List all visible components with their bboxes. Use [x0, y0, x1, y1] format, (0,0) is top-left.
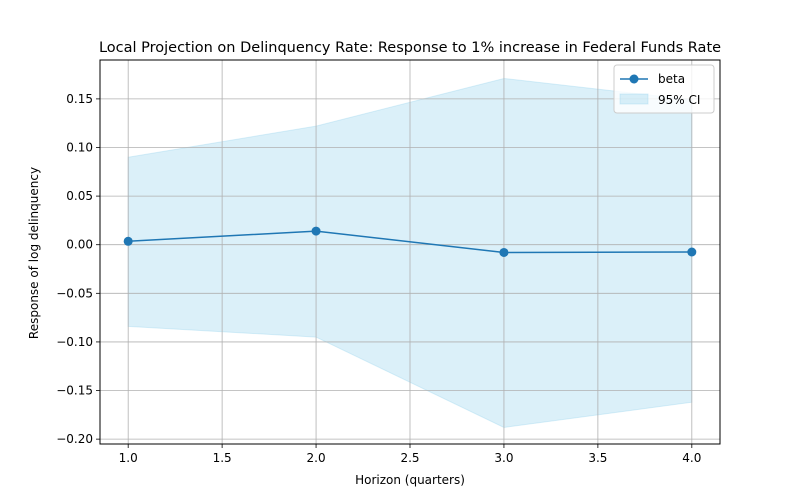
- legend-label-ci: 95% CI: [658, 93, 700, 107]
- legend-label-beta: beta: [658, 72, 685, 86]
- y-tick-label-6: 0.10: [66, 140, 93, 154]
- x-tick-label-3: 2.5: [400, 451, 419, 465]
- x-tick-label-0: 1.0: [119, 451, 138, 465]
- y-tick-label-7: 0.15: [66, 92, 93, 106]
- legend: beta 95% CI: [613, 64, 715, 114]
- y-tick-label-5: 0.05: [66, 189, 93, 203]
- x-tick-label-2: 2.0: [307, 451, 326, 465]
- series-points: [123, 226, 697, 257]
- x-tick-label-4: 3.0: [494, 451, 513, 465]
- y-tick-label-0: −0.20: [56, 432, 93, 446]
- y-tick-label-1: −0.15: [56, 384, 93, 398]
- legend-marker-swatch: [629, 74, 639, 84]
- y-tick-label-3: −0.05: [56, 286, 93, 300]
- data-point-beta-0: [123, 236, 133, 246]
- x-axis-label: Horizon (quarters): [355, 473, 465, 487]
- x-axis-ticks: 1.0 1.5 2.0 2.5 3.0 3.5 4.0: [119, 444, 701, 465]
- plot-area: 1.0 1.5 2.0 2.5 3.0 3.5 4.0 −0.20−0.15−0.10−0.…: [56, 59, 721, 465]
- y-tick-label-2: −0.10: [56, 335, 93, 349]
- x-tick-label-5: 3.5: [588, 451, 607, 465]
- series-line-beta: [128, 230, 692, 254]
- x-tick-label-1: 1.5: [213, 451, 232, 465]
- data-point-beta-1: [311, 226, 321, 236]
- series-lines: [128, 230, 692, 254]
- legend-box: [613, 64, 715, 114]
- data-point-beta-3: [687, 247, 697, 257]
- chart-title: Local Projection on Delinquency Rate: Re…: [99, 40, 721, 56]
- y-tick-label-4: 0.00: [66, 238, 93, 252]
- grid-lines: [100, 60, 720, 444]
- data-point-beta-2: [499, 247, 509, 257]
- y-axis-ticks: −0.20 −0.15 −0.10 −0.05 0.00 0.05 0.10 0.15: [56, 92, 100, 446]
- y-axis-label: Response of log delinquency: [27, 167, 41, 339]
- x-tick-label-6: 4.0: [682, 451, 701, 465]
- legend-band-swatch: [619, 93, 649, 105]
